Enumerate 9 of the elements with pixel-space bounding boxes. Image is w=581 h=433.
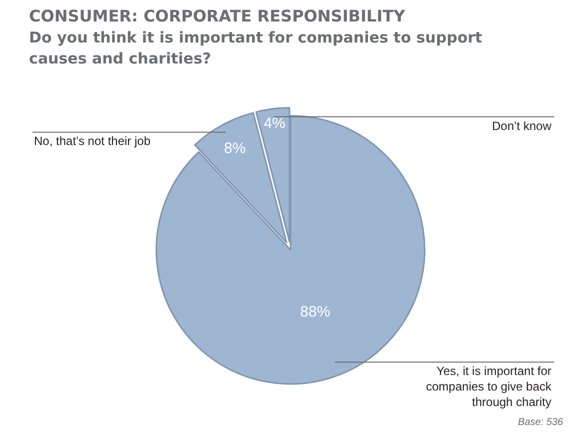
data-label: 8% (224, 140, 246, 158)
chart-title: CONSUMER: CORPORATE RESPONSIBILITY (29, 6, 406, 26)
data-label: 88% (300, 304, 330, 321)
slice-label: Yes, it is important for companies to give back through charity (426, 364, 552, 410)
data-label: 4% (264, 115, 286, 132)
chart-subtitle: Do you think it is important for companies to support causes and charities? (29, 28, 482, 68)
slice-label: No, that’s not their job (34, 134, 151, 148)
slice-label: Don’t know (492, 119, 552, 133)
text: Base: 536 (518, 417, 564, 428)
